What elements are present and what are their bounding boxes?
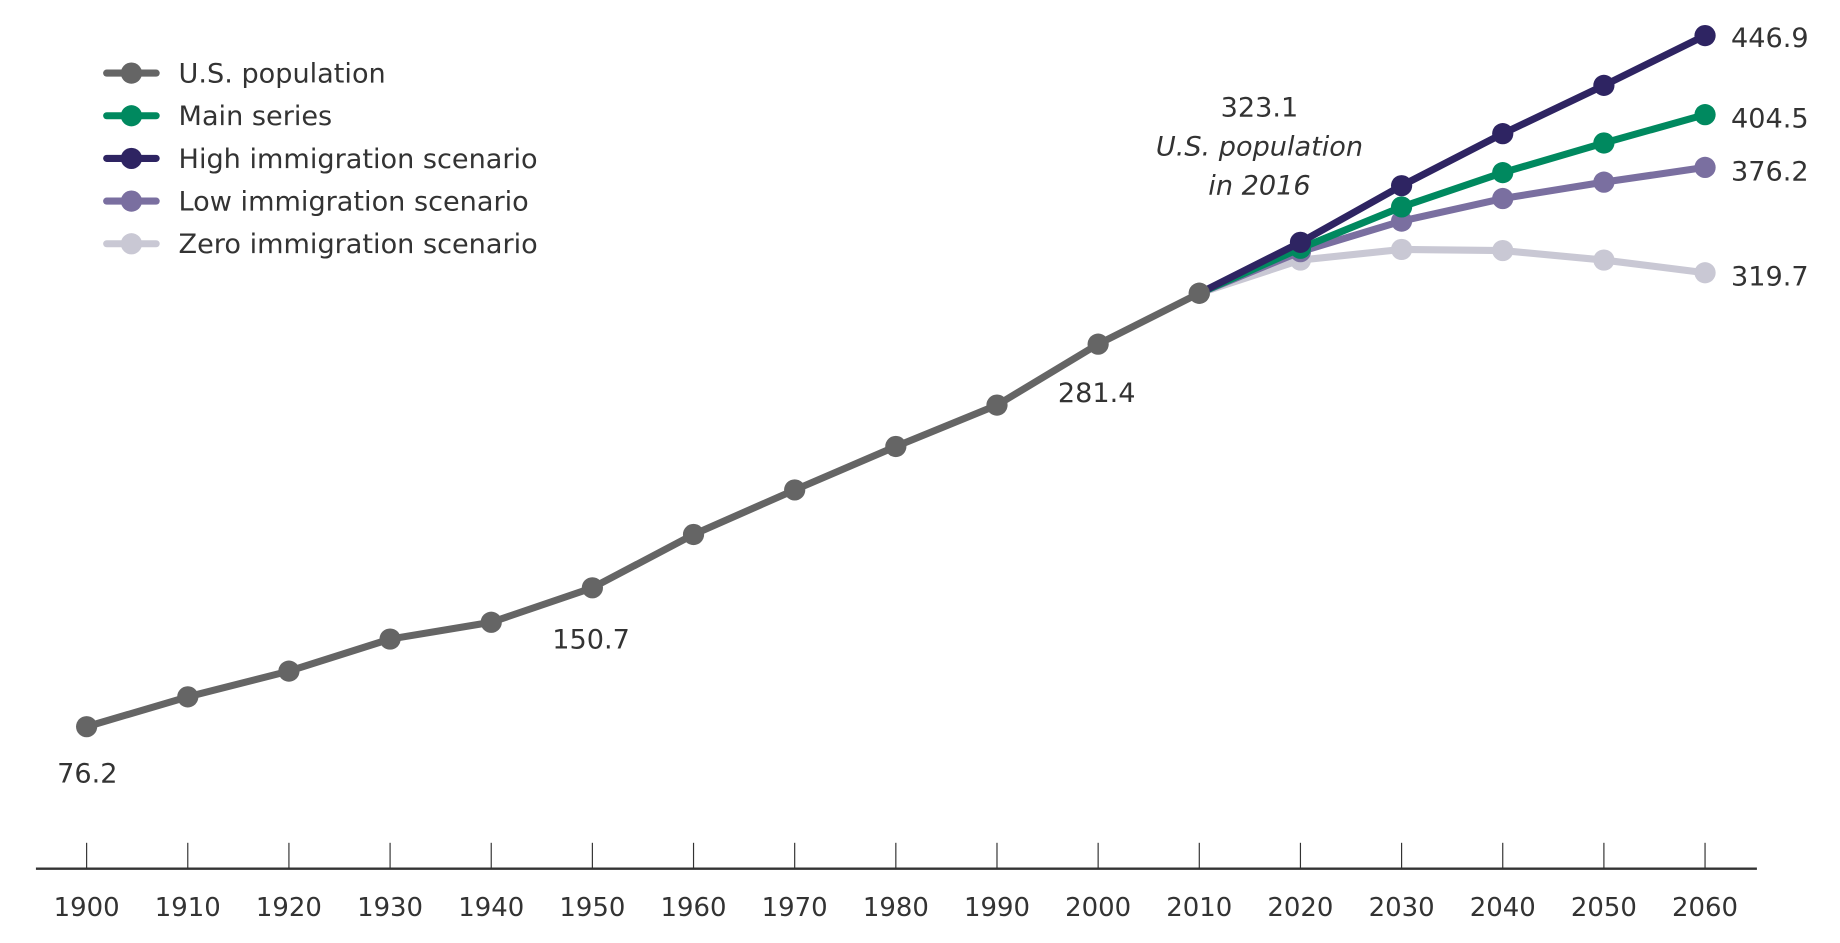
legend-item: U.S. population xyxy=(103,59,386,90)
data-point xyxy=(1390,175,1413,197)
series-line xyxy=(1197,32,1707,297)
legend-label: Zero immigration scenario xyxy=(179,229,538,260)
x-tick-label: 1990 xyxy=(964,893,1030,923)
x-tick-label: 1930 xyxy=(357,893,423,923)
data-point xyxy=(278,660,300,682)
legend-marker-icon xyxy=(120,190,143,212)
legend-label: Main series xyxy=(179,101,333,132)
series-line xyxy=(1198,245,1706,297)
legend: U.S. population Main series High immigrati… xyxy=(103,59,538,260)
legend-label: High immigration scenario xyxy=(179,144,538,175)
data-point xyxy=(1492,162,1514,184)
legend-item: Main series xyxy=(103,101,333,132)
x-tick-label: 1950 xyxy=(559,893,625,923)
legend-marker-icon xyxy=(120,62,143,84)
x-tick-label: 2030 xyxy=(1369,893,1435,923)
annotation-line1: U.S. population xyxy=(1156,132,1363,163)
data-point xyxy=(1492,239,1514,262)
series-zero-immigration-scenario xyxy=(1198,238,1716,297)
legend-label: U.S. population xyxy=(179,59,386,90)
data-point xyxy=(986,394,1008,416)
data-point xyxy=(1593,132,1615,154)
x-tick-label: 1970 xyxy=(762,893,828,923)
series-lines xyxy=(76,24,1716,738)
series-u-s-population xyxy=(76,282,1210,738)
x-tick-label: 1920 xyxy=(256,893,322,923)
data-point xyxy=(1390,238,1413,261)
series-high-immigration-scenario xyxy=(1197,24,1716,297)
legend-marker-icon xyxy=(120,147,143,170)
x-tick-label: 2000 xyxy=(1065,893,1131,923)
data-point xyxy=(1593,74,1615,96)
legend-item: High immigration scenario xyxy=(103,144,538,175)
data-point xyxy=(1289,231,1312,253)
data-point xyxy=(1694,262,1716,284)
data-point xyxy=(885,435,907,458)
series-line xyxy=(1197,111,1707,297)
x-tick-label: 1960 xyxy=(661,893,727,923)
data-label-1950: 150.7 xyxy=(552,624,630,655)
data-point xyxy=(1188,282,1210,304)
series-line xyxy=(85,290,1201,731)
data-point xyxy=(1694,156,1716,179)
data-point xyxy=(1593,249,1615,271)
legend-label: Low immigration scenario xyxy=(179,187,529,218)
x-axis: 1900 1910 1920 1930 1940 1950 1960 1970 1980 1990… xyxy=(35,842,1757,923)
data-label-low-2060: 376.2 xyxy=(1731,156,1809,187)
series-main-series xyxy=(1197,104,1716,297)
legend-marker-icon xyxy=(120,105,143,127)
x-tick-label: 2020 xyxy=(1267,893,1333,923)
data-label-main-2060: 404.5 xyxy=(1731,103,1809,134)
data-label-zero-2060: 319.7 xyxy=(1731,261,1809,292)
x-tick-label: 2060 xyxy=(1672,893,1738,923)
x-tick-label: 1980 xyxy=(863,893,929,923)
legend-item: Low immigration scenario xyxy=(103,187,529,218)
data-point xyxy=(177,686,199,708)
annotation-line2: in 2016 xyxy=(1208,170,1310,201)
x-tick-label: 1910 xyxy=(155,893,221,923)
x-tick-label: 2010 xyxy=(1166,893,1232,923)
data-point xyxy=(1593,171,1615,193)
annotation-value: 323.1 xyxy=(1221,93,1299,124)
data-point xyxy=(1087,333,1109,355)
data-point xyxy=(1694,24,1716,47)
data-point xyxy=(480,611,502,633)
data-point xyxy=(784,479,806,501)
data-label-high-2060: 446.9 xyxy=(1731,23,1809,54)
data-label-1900: 76.2 xyxy=(57,759,117,790)
x-tick-label: 2040 xyxy=(1470,893,1536,923)
data-point xyxy=(1492,123,1514,145)
legend-item: Zero immigration scenario xyxy=(103,229,538,260)
x-tick-label: 2050 xyxy=(1571,893,1637,923)
data-point xyxy=(1492,187,1514,210)
data-label-2000: 281.4 xyxy=(1058,378,1136,409)
data-point xyxy=(581,577,603,599)
x-tick-label: 1940 xyxy=(458,893,524,923)
legend-marker-icon xyxy=(120,233,143,255)
data-point xyxy=(76,716,98,738)
data-point xyxy=(682,523,705,546)
data-point xyxy=(1694,104,1716,126)
x-tick-label: 1900 xyxy=(54,893,120,923)
data-point xyxy=(1390,196,1413,218)
data-point xyxy=(379,628,401,650)
